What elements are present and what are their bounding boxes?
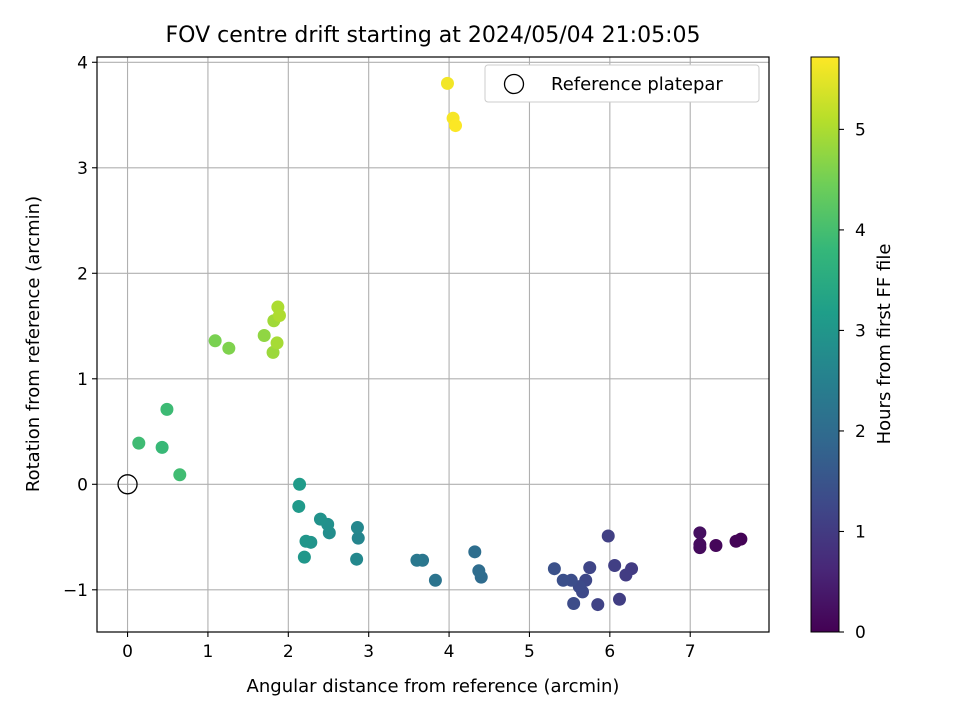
x-tick-label: 6 (604, 642, 615, 662)
data-point (428, 573, 442, 587)
data-point (313, 512, 327, 526)
data-point (173, 468, 187, 482)
colorbar: 0 1 2 3 4 5 Hours from first FF file (810, 56, 895, 643)
data-point (297, 550, 311, 564)
x-tick-label: 2 (283, 642, 294, 662)
x-axis-label: Angular distance from reference (arcmin) (247, 676, 620, 697)
colorbar-tick-label: 2 (855, 422, 866, 442)
data-point (693, 537, 707, 551)
x-tick-label: 7 (685, 642, 696, 662)
y-tick-label: 2 (77, 264, 88, 284)
data-point (612, 592, 626, 606)
colorbar-label: Hours from first FF file (874, 244, 895, 445)
data-point (601, 529, 615, 543)
data-point (155, 440, 169, 454)
data-point (208, 334, 222, 348)
y-tick-label: 3 (77, 159, 88, 179)
data-point (556, 573, 570, 587)
x-axis-ticks: 0 1 2 3 4 5 6 7 (122, 632, 696, 662)
plot-area (96, 56, 770, 633)
data-point (410, 553, 424, 567)
x-tick-label: 0 (122, 642, 133, 662)
colorbar-tick-label: 5 (855, 120, 866, 140)
legend-reference-marker (503, 73, 525, 95)
data-point (472, 564, 486, 578)
data-points (132, 76, 748, 612)
y-tick-label: 0 (77, 475, 88, 495)
data-point (160, 402, 174, 416)
data-point (222, 341, 236, 355)
data-point (440, 76, 454, 90)
data-point (449, 119, 463, 133)
data-point (468, 545, 482, 559)
legend-box (484, 64, 760, 103)
colorbar-tick-label: 0 (855, 623, 866, 643)
data-point (547, 562, 561, 576)
data-point (693, 526, 707, 540)
y-tick-label: 4 (77, 53, 88, 73)
x-tick-label: 1 (203, 642, 214, 662)
data-point (729, 534, 743, 548)
data-point (709, 538, 723, 552)
y-axis-label: Rotation from reference (arcmin) (23, 196, 44, 492)
y-tick-label: −1 (63, 581, 88, 601)
colorbar-ticks: 0 1 2 3 4 5 (839, 120, 866, 643)
colorbar-tick-label: 4 (855, 221, 866, 241)
reference-platepar-marker (117, 474, 138, 495)
plot-frame (96, 56, 770, 633)
data-point (272, 308, 286, 322)
y-axis-ticks: −1 0 1 2 3 4 (63, 53, 97, 601)
data-point (257, 329, 271, 343)
data-point (132, 436, 146, 450)
data-point (270, 336, 284, 350)
data-point (293, 477, 307, 491)
colorbar-tick-label: 3 (855, 321, 866, 341)
y-tick-label: 1 (77, 370, 88, 390)
x-tick-label: 5 (524, 642, 535, 662)
data-point (583, 561, 597, 575)
data-point (619, 568, 633, 582)
data-point (591, 598, 605, 612)
colorbar-tick-label: 1 (855, 522, 866, 542)
data-point (350, 552, 364, 566)
data-point (292, 499, 306, 513)
data-point (608, 559, 622, 573)
grid-lines (97, 57, 769, 632)
colorbar-gradient (810, 56, 840, 633)
legend: Reference platepar (484, 64, 760, 103)
data-point (351, 531, 365, 545)
chart-title: FOV centre drift starting at 2024/05/04 … (166, 23, 701, 48)
data-point (350, 521, 364, 535)
x-tick-label: 3 (363, 642, 374, 662)
data-point (567, 597, 581, 611)
data-point (299, 534, 313, 548)
x-tick-label: 4 (444, 642, 455, 662)
reference-marker (117, 474, 138, 495)
legend-label-reference-platepar: Reference platepar (551, 74, 723, 95)
